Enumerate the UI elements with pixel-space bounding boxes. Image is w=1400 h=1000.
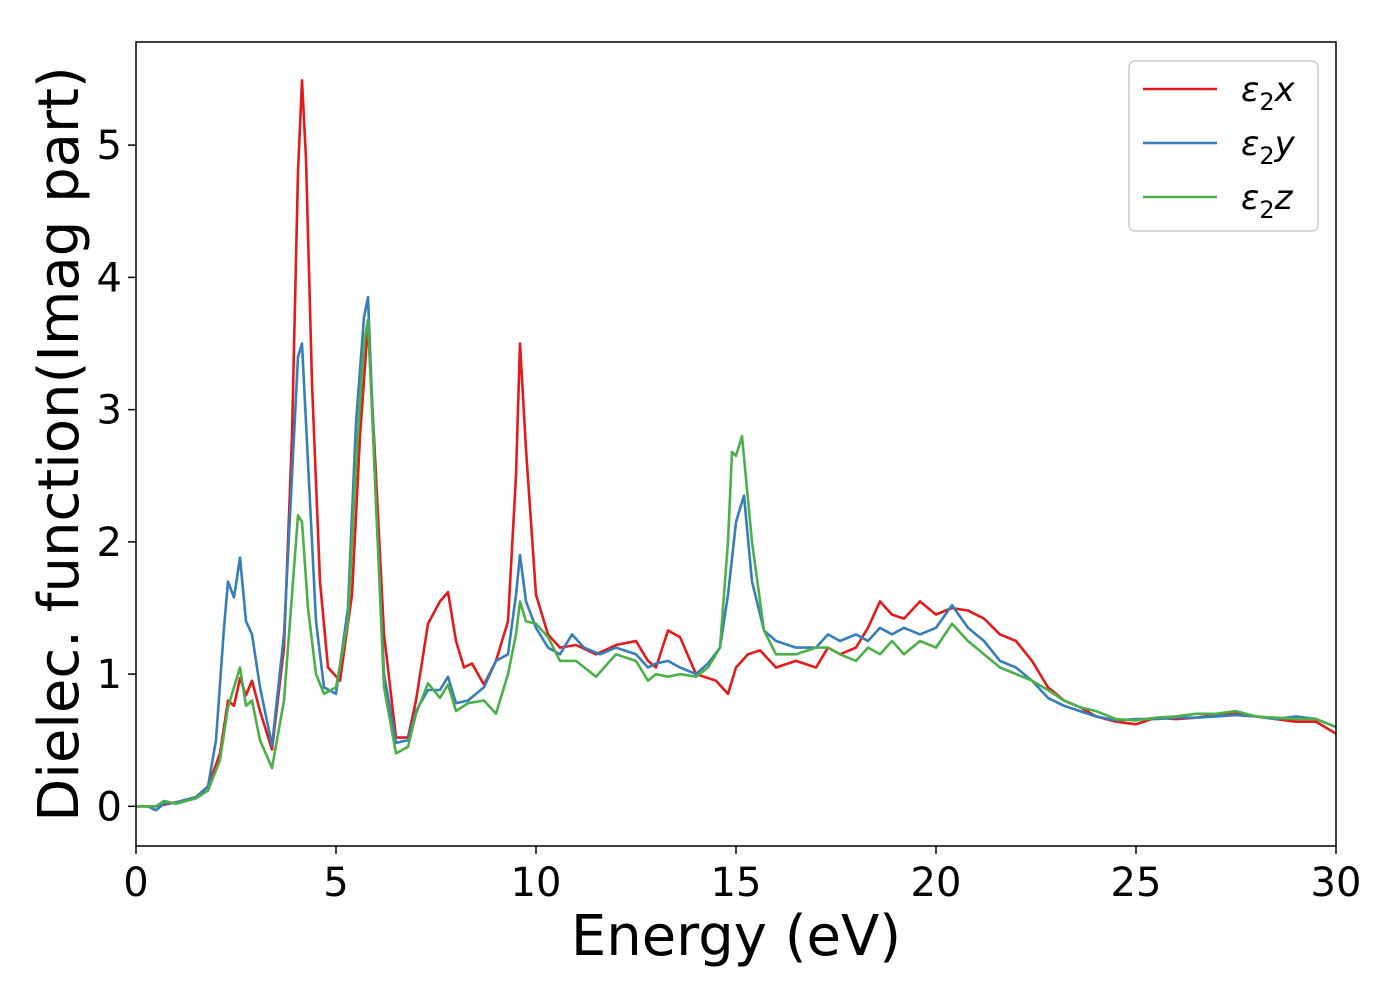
x-tick-label: 25 bbox=[1111, 860, 1162, 906]
y-tick-label: 3 bbox=[97, 388, 122, 434]
y-tick-label: 0 bbox=[97, 784, 122, 830]
y-tick-label: 5 bbox=[97, 123, 122, 169]
x-tick-label: 20 bbox=[911, 860, 962, 906]
legend-label-tail: x bbox=[1274, 70, 1296, 110]
x-tick-label: 0 bbox=[123, 860, 148, 906]
legend-label-x: ε2x bbox=[1241, 70, 1296, 116]
legend-label-base: ε bbox=[1241, 70, 1259, 110]
y-tick-label: 2 bbox=[97, 520, 122, 566]
y-axis-label: Dielec. function(Imag part) bbox=[27, 66, 92, 822]
legend-label-y: ε2y bbox=[1241, 124, 1296, 170]
series-line-y bbox=[136, 295, 1336, 812]
legend-label-subscript: 2 bbox=[1259, 88, 1274, 116]
legend-label-tail: z bbox=[1274, 178, 1294, 218]
x-tick-label: 30 bbox=[1311, 860, 1362, 906]
x-axis-label: Energy (eV) bbox=[571, 904, 901, 969]
legend-label-base: ε bbox=[1241, 124, 1259, 164]
y-tick-label: 4 bbox=[97, 255, 122, 301]
legend-label-z: ε2z bbox=[1241, 178, 1294, 224]
legend-label-subscript: 2 bbox=[1259, 142, 1274, 170]
x-tick-label: 5 bbox=[323, 860, 348, 906]
x-tick-label: 15 bbox=[711, 860, 762, 906]
x-tick-label: 10 bbox=[511, 860, 562, 906]
series-line-x bbox=[136, 79, 1336, 808]
axis-ticks: 0 5 10 15 20 25 30 0 1 2 3 4 5 bbox=[97, 123, 1362, 906]
series-line-z bbox=[136, 318, 1336, 808]
legend-box bbox=[1128, 60, 1319, 232]
legend-label-tail: y bbox=[1274, 124, 1296, 164]
plot-area bbox=[136, 79, 1336, 812]
legend-label-base: ε bbox=[1241, 178, 1259, 218]
y-tick-label: 1 bbox=[97, 652, 122, 698]
legend-label-subscript: 2 bbox=[1259, 196, 1274, 224]
